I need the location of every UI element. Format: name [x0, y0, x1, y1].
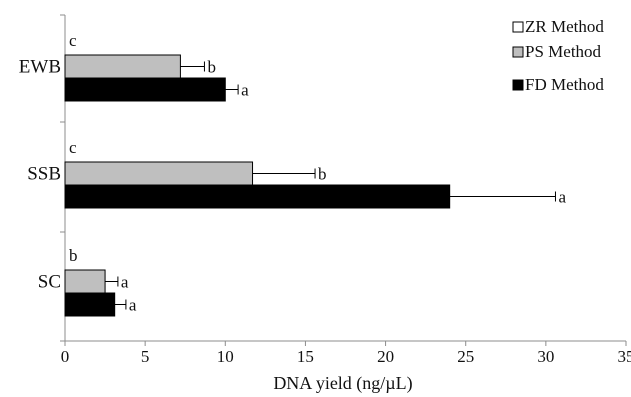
legend-swatch — [512, 79, 524, 91]
x-tick-label: 5 — [141, 347, 150, 366]
significance-label: c — [69, 138, 77, 157]
x-axis-title: DNA yield (ng/µL) — [273, 373, 412, 394]
significance-label: a — [241, 81, 249, 100]
legend: ZR Method PS Method FD Method — [512, 17, 604, 94]
legend-label: PS Method — [525, 42, 602, 61]
significance-label: b — [207, 58, 216, 77]
category-label: EWB — [19, 57, 61, 78]
category-label: SC — [38, 272, 61, 293]
bar-fd-method — [64, 184, 451, 209]
x-tick-label: 10 — [217, 347, 234, 366]
legend-label: ZR Method — [525, 17, 604, 36]
x-tick-label: 0 — [61, 347, 70, 366]
bar-ps-method — [64, 161, 254, 186]
category-label: SSB — [27, 164, 61, 185]
significance-label: a — [558, 188, 566, 207]
x-tick-label: 30 — [537, 347, 554, 366]
x-tick-label: 25 — [457, 347, 474, 366]
bar-fd-method — [64, 292, 116, 317]
bar-fd-method — [64, 77, 226, 102]
x-tick-label: 35 — [618, 347, 631, 366]
legend-swatch — [512, 21, 524, 33]
x-tick-label: 15 — [297, 347, 314, 366]
significance-label: a — [121, 273, 129, 292]
legend-swatch — [512, 46, 524, 58]
bar-ps-method — [64, 54, 181, 79]
bars — [64, 54, 556, 317]
significance-label: b — [69, 246, 78, 265]
significance-label: b — [318, 165, 327, 184]
legend-label: FD Method — [525, 75, 604, 94]
x-tick-label: 20 — [377, 347, 394, 366]
significance-label: c — [69, 31, 77, 50]
bar-ps-method — [64, 269, 106, 294]
significance-label: a — [129, 296, 137, 315]
